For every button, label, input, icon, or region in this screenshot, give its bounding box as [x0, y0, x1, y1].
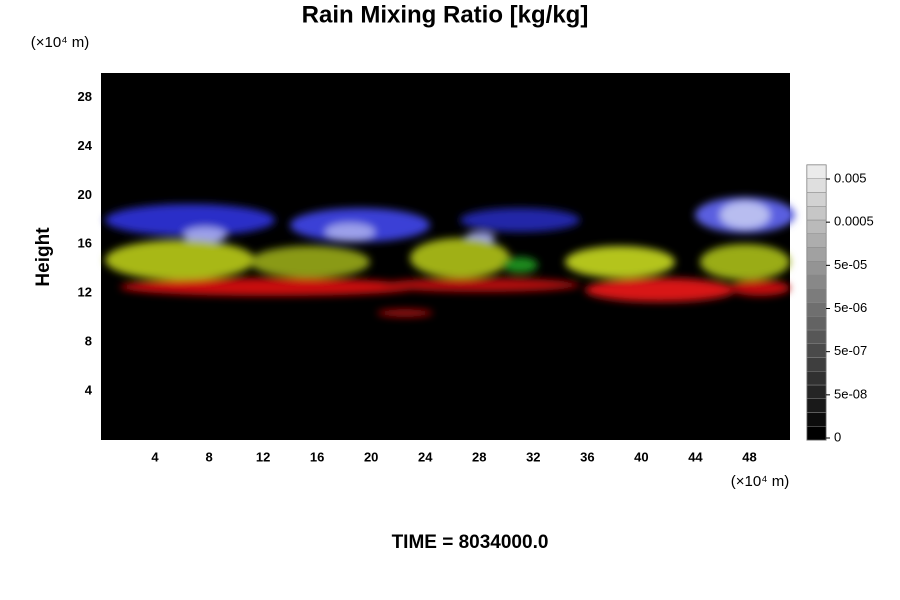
- x-tick-label: 24: [418, 449, 433, 464]
- colorbar-step: [806, 316, 827, 331]
- colorbar-step: [806, 164, 827, 179]
- colorbar-step: [806, 261, 827, 276]
- x-tick-label: 12: [256, 449, 270, 464]
- colorbar-step: [806, 371, 827, 386]
- y-tick-label: 28: [78, 89, 92, 104]
- chart-title: Rain Mixing Ratio [kg/kg]: [302, 1, 589, 28]
- colorbar-step: [806, 384, 827, 399]
- colorbar-tick-label: 0: [834, 429, 841, 444]
- x-tick-label: 16: [310, 449, 324, 464]
- colorbar-step: [806, 329, 827, 344]
- y-tick-label: 4: [85, 383, 93, 398]
- footer-time: TIME = 8034000.0: [392, 532, 549, 553]
- y-tick-label: 12: [78, 285, 92, 300]
- colorbar-step: [806, 398, 827, 413]
- colorbar-step: [806, 192, 827, 207]
- x-tick-label: 4: [151, 449, 159, 464]
- colorbar-step: [806, 288, 827, 303]
- colorbar-step: [806, 219, 827, 234]
- colorbar-step: [806, 343, 827, 358]
- x-tick-label: 40: [634, 449, 648, 464]
- volume-render: [105, 197, 795, 317]
- x-unit: (×10⁴ m): [731, 473, 790, 490]
- y-axis-label: Height: [33, 227, 54, 287]
- x-tick-label: 36: [580, 449, 594, 464]
- colorbar-step: [806, 206, 827, 221]
- colorbar-tick-label: 0.005: [834, 170, 867, 185]
- y-tick-label: 8: [85, 334, 92, 349]
- colorbar-tick-label: 5e-05: [834, 257, 867, 272]
- colorbar-step: [806, 302, 827, 317]
- colorbar-step: [806, 233, 827, 248]
- y-tick-label: 20: [78, 187, 92, 202]
- colorbar-step: [806, 247, 827, 262]
- colorbar-step: [806, 357, 827, 372]
- colorbar-step: [806, 412, 827, 427]
- colorbar-tick-label: 0.0005: [834, 214, 874, 229]
- colorbar-tick-label: 5e-08: [834, 386, 867, 401]
- colorbar-step: [806, 178, 827, 193]
- y-tick-label: 16: [78, 236, 92, 251]
- x-tick-label: 20: [364, 449, 378, 464]
- y-tick-label: 24: [78, 138, 93, 153]
- colorbar-step: [806, 274, 827, 289]
- x-tick-label: 44: [688, 449, 703, 464]
- x-tick-label: 8: [205, 449, 212, 464]
- colorbar: 0 5e-08 5e-07 5e-06 5e-05 0.0005 0.005: [806, 164, 874, 444]
- x-tick-label: 48: [742, 449, 756, 464]
- x-tick-label: 28: [472, 449, 486, 464]
- colorbar-tick-label: 5e-06: [834, 300, 867, 315]
- colorbar-tick-label: 5e-07: [834, 343, 867, 358]
- colorbar-step: [806, 426, 827, 441]
- y-unit: (×10⁴ m): [31, 34, 90, 51]
- x-tick-label: 32: [526, 449, 540, 464]
